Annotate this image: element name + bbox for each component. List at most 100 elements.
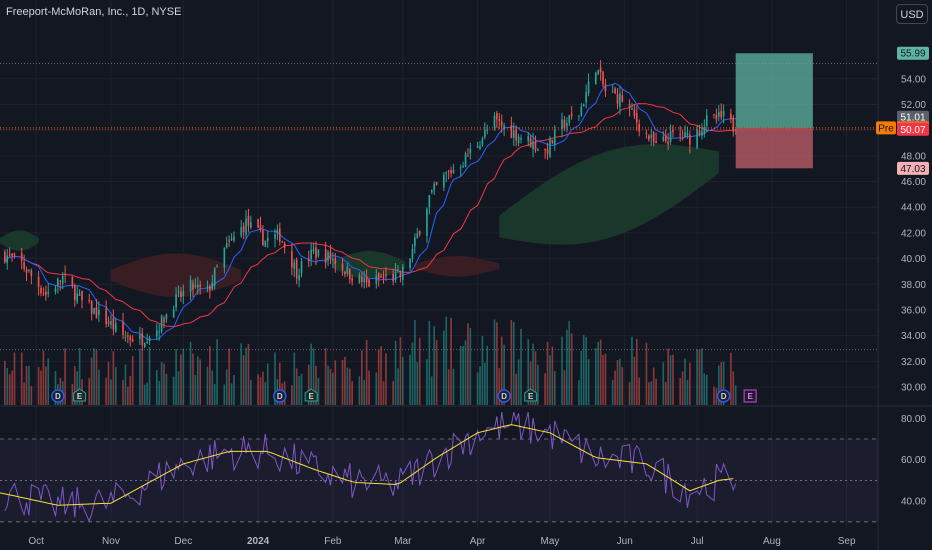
candle [713, 113, 715, 119]
candle [486, 124, 489, 135]
earnings-marker[interactable]: E [524, 388, 538, 402]
candle [233, 231, 235, 243]
volume-bar [360, 350, 363, 405]
dividend-marker[interactable]: D [497, 389, 511, 403]
candle [266, 230, 269, 248]
dividend-marker[interactable]: D [273, 389, 287, 403]
candle [553, 125, 556, 151]
volume-bar [332, 372, 334, 405]
candle [54, 285, 57, 295]
candle [479, 141, 481, 151]
volume-bar [8, 374, 11, 405]
dividend-marker[interactable]: D [716, 389, 731, 403]
candle [293, 258, 296, 277]
candle [276, 224, 279, 241]
candle [445, 171, 448, 183]
candle [298, 268, 300, 288]
volume-bar [493, 319, 496, 405]
candle [317, 249, 320, 258]
stop-loss-zone[interactable] [735, 127, 813, 169]
candle [93, 307, 95, 315]
volume-bar [148, 346, 151, 405]
volume-bar [141, 351, 144, 405]
volume-bar [512, 321, 515, 405]
price-tick-label: 36.00 [901, 305, 926, 316]
volume-bar [28, 365, 30, 405]
candle [8, 247, 11, 257]
earnings-marker[interactable]: E [304, 388, 318, 402]
earnings-marker[interactable]: E [73, 388, 87, 402]
time-axis-label: Feb [324, 536, 342, 547]
price-tick-label: 52.00 [901, 100, 926, 111]
candle [452, 163, 455, 174]
candle [679, 125, 682, 142]
cloud-segment-1 [0, 230, 39, 251]
candle [585, 84, 587, 109]
candle [105, 300, 107, 328]
price-tick-label: 42.00 [901, 228, 926, 239]
candle [650, 128, 653, 146]
volume-bar [42, 350, 45, 405]
volume-bar [23, 382, 25, 405]
candle [635, 105, 638, 132]
candle [332, 252, 334, 268]
volume-bar [293, 352, 296, 405]
candle [95, 298, 98, 319]
volume-bar [681, 371, 684, 405]
candle [216, 264, 218, 268]
candle [360, 271, 363, 288]
candle [20, 247, 23, 270]
volume-bar [122, 380, 124, 405]
volume-bar [172, 376, 175, 405]
candle [146, 333, 148, 345]
candle [257, 218, 259, 229]
candle [681, 129, 684, 141]
candle [469, 142, 472, 160]
volume-bar [570, 333, 573, 405]
candle [177, 285, 180, 298]
candle [363, 270, 366, 289]
rsi-tick-label: 40.00 [901, 497, 926, 508]
time-axis-label: Nov [102, 536, 120, 547]
candle [348, 268, 351, 284]
dividend-marker[interactable]: D [51, 389, 65, 403]
volume-bar [549, 355, 551, 405]
volume-bar [40, 370, 42, 405]
volume-bar [95, 350, 98, 405]
candle [172, 305, 175, 319]
volume-bar [672, 354, 674, 405]
earnings-marker[interactable]: E [743, 389, 757, 403]
candle [368, 279, 370, 288]
profit-target-zone[interactable] [735, 53, 813, 128]
volume-bar [520, 328, 522, 405]
candles [4, 60, 737, 352]
volume-bar [633, 356, 636, 405]
candle [628, 99, 631, 117]
volume-bar [20, 352, 23, 405]
candle [493, 112, 496, 131]
volume-bar [194, 375, 197, 405]
currency-button[interactable]: USD [896, 4, 928, 24]
volume-bar [689, 362, 691, 405]
volume-bar [585, 337, 587, 405]
candle [42, 287, 45, 296]
candle [409, 257, 411, 272]
volume-bar [703, 373, 706, 405]
volume-bar [553, 370, 556, 405]
candle [515, 125, 518, 147]
price-tick-label: 46.00 [901, 177, 926, 188]
event-label: E [747, 392, 753, 401]
candle [394, 263, 397, 283]
candle [129, 334, 132, 347]
volume-bar [433, 326, 435, 405]
price-tag-label: 55.99 [900, 49, 925, 60]
candle [546, 142, 549, 160]
volume-bar [90, 357, 93, 405]
candle [81, 290, 83, 309]
candle [672, 125, 674, 138]
candle [380, 273, 382, 278]
candle [228, 235, 230, 247]
candle [655, 132, 657, 144]
candle [631, 102, 633, 111]
